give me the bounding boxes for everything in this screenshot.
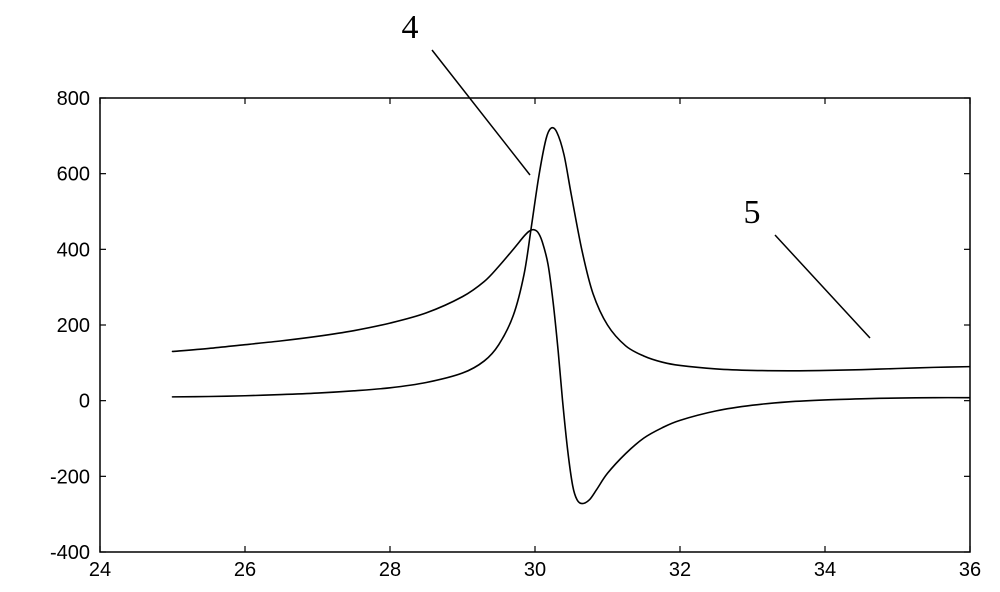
chart-svg: 24 26 28 30 32 34 36 -400 -200 0 200 400 600 800 4 5 [0, 0, 1000, 592]
x-tick-label: 28 [379, 559, 401, 581]
plot-box [100, 98, 970, 552]
callout-line [432, 50, 530, 175]
y-tick-label: 400 [57, 239, 90, 261]
x-tick-label: 24 [89, 559, 111, 581]
y-tick-label: 200 [57, 315, 90, 337]
callout-line [775, 235, 870, 338]
series-4 [173, 230, 971, 504]
y-tick-label: -400 [50, 542, 90, 564]
y-tick-label: -200 [50, 466, 90, 488]
y-tick-label: 600 [57, 164, 90, 186]
chart-container: 24 26 28 30 32 34 36 -400 -200 0 200 400 600 800 4 5 [0, 0, 1000, 592]
x-tick-label: 36 [959, 559, 981, 581]
series-5 [173, 128, 971, 397]
y-tick-label: 0 [79, 391, 90, 413]
callout-label: 5 [744, 194, 761, 231]
callout-label: 4 [402, 9, 419, 46]
x-tick-label: 26 [234, 559, 256, 581]
x-tick-label: 34 [814, 559, 836, 581]
x-tick-label: 32 [669, 559, 691, 581]
y-tick-label: 800 [57, 88, 90, 110]
x-tick-label: 30 [524, 559, 546, 581]
